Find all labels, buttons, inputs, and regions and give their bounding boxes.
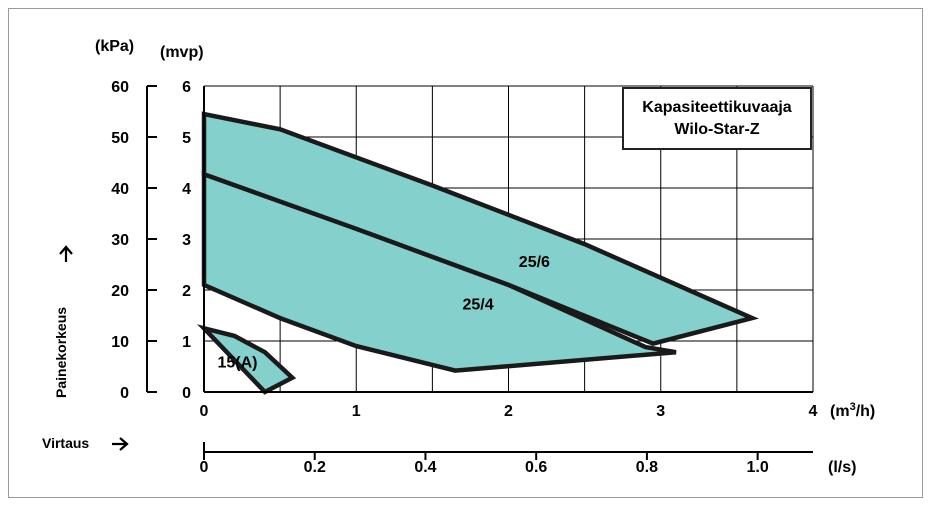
kpa-tick-label: 40 [111, 181, 129, 198]
ls-tick-label: 0.8 [636, 459, 658, 476]
flow-label: Virtaus [42, 435, 89, 451]
kpa-unit-label: (kPa) [95, 38, 134, 55]
kpa-tick-label: 50 [111, 130, 129, 147]
m3h-tick-label: 0 [200, 403, 209, 420]
y-axis-title: Painekorkeus [53, 245, 73, 398]
series-labels: 15(A) 25/4 25/6 [217, 254, 550, 371]
ls-tick-label: 1.0 [747, 459, 769, 476]
kpa-tick-label: 30 [111, 232, 129, 249]
mvp-tick-label: 6 [182, 79, 191, 96]
mvp-unit-label: (mvp) [160, 44, 204, 61]
m3h-tick-label: 2 [504, 403, 513, 420]
legend-line-2: Wilo-Star-Z [674, 121, 759, 138]
up-arrow-icon [59, 245, 73, 262]
mvp-tick-label: 1 [182, 334, 191, 351]
kpa-tick-label: 20 [111, 283, 129, 300]
legend-line-1: Kapasiteettikuvaaja [642, 99, 792, 116]
mvp-tick-label: 2 [182, 283, 191, 300]
ls-tick-label: 0 [200, 459, 209, 476]
m3h-tick-label: 4 [809, 403, 818, 420]
series-label-0: 15(A) [217, 355, 257, 372]
mvp-tick-label: 0 [182, 385, 191, 402]
y-axis-label: Painekorkeus [53, 307, 69, 398]
m3h-tick-label: 3 [656, 403, 665, 420]
area-2 [201, 111, 759, 346]
kpa-tick-label: 10 [111, 334, 129, 351]
series-label-2: 25/6 [519, 254, 550, 271]
capacity-areas [196, 111, 759, 395]
series-label-1: 25/4 [462, 296, 493, 313]
x-unit-ls: (l/s) [828, 459, 856, 476]
kpa-tick-label: 0 [120, 385, 129, 402]
x-unit-m3h: (m3/h) [830, 401, 875, 420]
m3h-tick-label: 1 [352, 403, 361, 420]
mvp-tick-label: 3 [182, 232, 191, 249]
mvp-tick-label: 5 [182, 130, 191, 147]
legend-box: Kapasiteettikuvaaja Wilo-Star-Z [622, 87, 812, 150]
ls-tick-label: 0.2 [304, 459, 326, 476]
ls-tick-label: 0.4 [414, 459, 436, 476]
mvp-tick-label: 4 [182, 181, 191, 198]
right-arrow-icon [112, 437, 129, 451]
kpa-tick-label: 60 [111, 79, 129, 96]
area-0 [196, 324, 297, 395]
ls-tick-label: 0.6 [525, 459, 547, 476]
chart-frame [8, 8, 923, 498]
